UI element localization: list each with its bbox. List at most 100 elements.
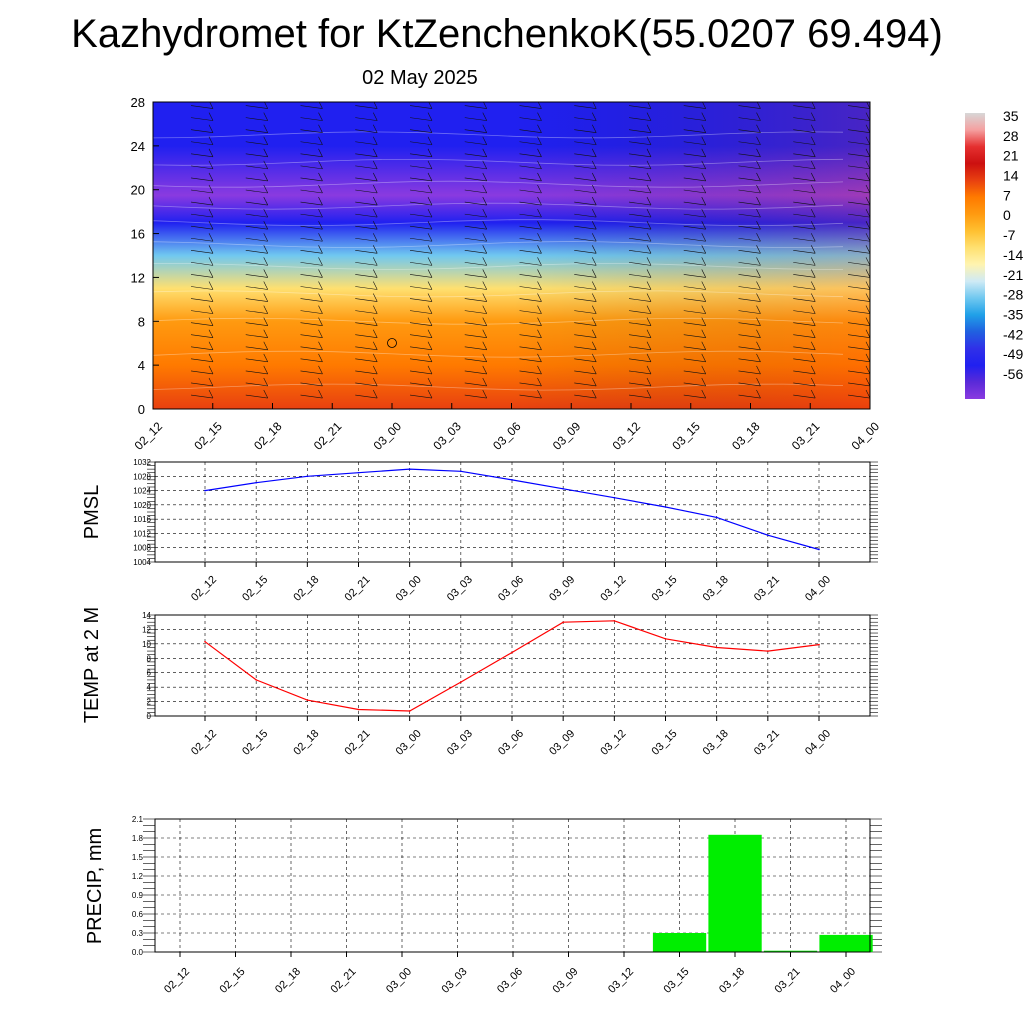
wind-barb	[519, 184, 542, 194]
y-tick-label: 1020	[133, 501, 151, 510]
y-tick-label: 0.0	[132, 948, 144, 957]
wind-barb	[847, 389, 870, 399]
wind-barb	[355, 389, 378, 399]
wind-barb	[519, 102, 542, 109]
wind-barb	[519, 365, 542, 375]
temp-point	[613, 619, 616, 622]
temp-point	[715, 646, 718, 649]
wind-barb	[355, 365, 378, 375]
wind-barb	[628, 208, 652, 218]
wind-barb	[464, 317, 488, 326]
wind-barb	[355, 160, 378, 170]
wind-barb	[683, 184, 707, 194]
wind-barb	[464, 160, 488, 170]
wind-barb	[683, 329, 707, 339]
x-tick-label: 02_12	[189, 728, 219, 758]
wind-barb	[409, 112, 433, 121]
wind-barb	[793, 269, 816, 278]
wind-barb	[574, 281, 597, 290]
wind-barb	[847, 341, 870, 351]
wind-barb	[574, 389, 597, 399]
pmsl-point	[664, 506, 667, 508]
wind-barb	[793, 329, 816, 339]
wind-barb	[793, 112, 816, 121]
wind-barb	[628, 365, 652, 375]
wind-barb	[628, 221, 652, 230]
wind-barb	[628, 317, 652, 326]
wind-barb	[628, 124, 652, 133]
wind-barb	[519, 160, 542, 170]
contour-line	[153, 350, 844, 358]
y-tick-label: 1.8	[132, 834, 144, 843]
wind-barb	[300, 257, 323, 266]
wind-barb	[574, 233, 597, 242]
x-tick-label: 02_21	[311, 419, 345, 453]
wind-barb	[464, 293, 488, 302]
wind-barb	[300, 269, 323, 278]
wind-barb	[409, 233, 433, 242]
wind-barb	[355, 196, 378, 206]
wind-barb	[300, 389, 323, 399]
wind-barb	[519, 112, 542, 121]
wind-barb	[355, 245, 378, 254]
wind-barb	[245, 329, 269, 339]
y-tick-label: 1.2	[132, 872, 144, 881]
wind-barb	[738, 233, 761, 242]
x-tick-label: 04_00	[803, 728, 833, 758]
wind-barb	[738, 305, 761, 314]
page-title: Kazhydromet for KtZenchenkoK(55.0207 69.…	[71, 12, 943, 56]
x-tick-label: 03_15	[669, 419, 703, 453]
wind-barb	[519, 305, 542, 314]
wind-barb	[793, 341, 816, 351]
wind-barb	[409, 341, 433, 351]
wind-barb	[738, 221, 761, 230]
wind-barb	[519, 257, 542, 266]
wind-barb	[847, 102, 870, 109]
wind-barb	[300, 160, 323, 170]
x-tick-label: 03_00	[384, 966, 414, 996]
temp-point	[767, 650, 769, 652]
colorbar-label: -7	[1003, 227, 1016, 243]
wind-barb	[464, 184, 488, 194]
x-tick-label: 02_21	[343, 574, 373, 604]
wind-barb	[190, 160, 214, 170]
wind-barb	[683, 102, 707, 109]
x-tick-label: 03_21	[789, 419, 823, 453]
wind-barb	[190, 148, 214, 158]
wind-barb	[519, 148, 542, 158]
wind-barb	[519, 353, 542, 363]
x-tick-label: 03_12	[598, 728, 628, 758]
x-tick-label: 02_12	[132, 419, 166, 453]
wind-barb	[245, 269, 269, 278]
panel-frame	[154, 818, 871, 953]
wind-barb	[574, 245, 597, 254]
wind-barb	[574, 353, 597, 363]
x-tick-label: 03_15	[650, 574, 680, 604]
wind-barb	[245, 377, 269, 387]
y-tick-label: 16	[131, 227, 145, 242]
wind-barb	[628, 184, 652, 194]
wind-barb	[245, 160, 269, 170]
panel-frame	[154, 461, 871, 563]
pmsl-point	[357, 471, 360, 474]
wind-barb	[409, 281, 433, 290]
colorbar-label: 14	[1003, 168, 1019, 184]
wind-barb	[628, 196, 652, 206]
wind-barb	[190, 377, 214, 387]
wind-barb	[574, 196, 597, 206]
wind-barb	[628, 305, 652, 314]
wind-barb	[409, 184, 433, 194]
wind-barb	[519, 269, 542, 278]
wind-barb	[409, 365, 433, 375]
wind-barb	[245, 305, 269, 314]
x-tick-label: 03_06	[495, 966, 525, 996]
wind-barb	[738, 148, 761, 158]
wind-barb	[300, 365, 323, 375]
wind-barb	[409, 172, 433, 182]
wind-barb	[190, 233, 214, 242]
wind-barb	[683, 233, 707, 242]
temp-point	[255, 679, 257, 681]
wind-barb	[300, 112, 323, 121]
wind-barb	[355, 377, 378, 387]
wind-barb	[793, 221, 816, 230]
